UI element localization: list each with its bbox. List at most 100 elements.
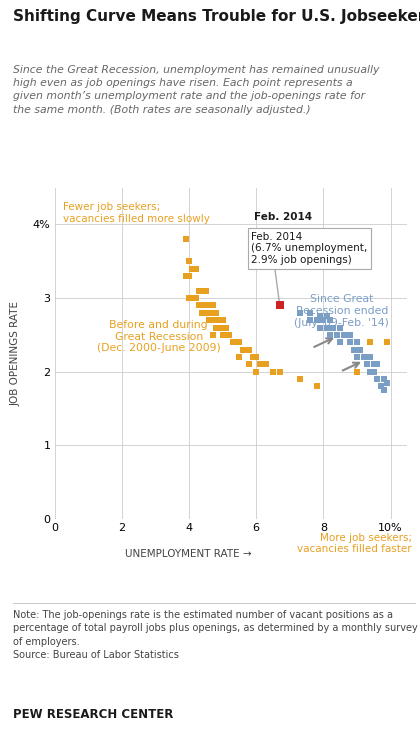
Point [276, 366, 283, 378]
Point [253, 366, 260, 378]
Point [276, 300, 283, 311]
Point [256, 358, 263, 370]
Point [364, 358, 370, 370]
Point [381, 373, 387, 385]
Point [327, 329, 333, 341]
Text: Before and during
Great Recession
(Dec. 2000-June 2009): Before and during Great Recession (Dec. … [97, 320, 221, 353]
Point [384, 336, 391, 348]
Point [377, 381, 384, 392]
Point [307, 314, 313, 326]
Point [367, 351, 374, 363]
Point [196, 300, 202, 311]
Point [223, 322, 229, 333]
Text: Fewer job seekers;
vacancies filled more slowly: Fewer job seekers; vacancies filled more… [63, 202, 210, 224]
Point [186, 255, 192, 267]
Point [367, 336, 374, 348]
Point [216, 322, 223, 333]
Point [216, 314, 223, 326]
Point [213, 322, 219, 333]
Point [297, 307, 303, 319]
Point [370, 358, 377, 370]
Point [219, 329, 226, 341]
Point [354, 336, 360, 348]
Point [202, 285, 209, 297]
Point [189, 292, 196, 304]
Point [381, 384, 387, 396]
Text: JOB OPENINGS RATE: JOB OPENINGS RATE [11, 301, 21, 406]
Point [347, 329, 354, 341]
Text: PEW RESEARCH CENTER: PEW RESEARCH CENTER [13, 708, 173, 721]
Point [182, 233, 189, 245]
Point [367, 366, 374, 378]
Point [236, 336, 243, 348]
Point [374, 358, 381, 370]
Point [337, 322, 344, 333]
Point [233, 336, 239, 348]
Point [249, 351, 256, 363]
Point [213, 322, 219, 333]
Point [354, 366, 360, 378]
Point [209, 329, 216, 341]
Point [317, 311, 323, 322]
Point [199, 285, 206, 297]
Point [196, 285, 202, 297]
Point [219, 322, 226, 333]
Point [192, 263, 199, 275]
Point [216, 314, 223, 326]
Point [199, 307, 206, 319]
Point [323, 322, 330, 333]
Point [360, 351, 367, 363]
Point [340, 329, 347, 341]
Point [182, 270, 189, 282]
Point [357, 344, 364, 355]
Point [384, 377, 391, 389]
Point [347, 336, 354, 348]
Point [333, 329, 340, 341]
Point [186, 270, 192, 282]
Point [323, 311, 330, 322]
Point [263, 358, 270, 370]
Point [243, 344, 249, 355]
Text: Note: The job-openings rate is the estimated number of vacant positions as a
per: Note: The job-openings rate is the estim… [13, 610, 417, 659]
Point [186, 292, 192, 304]
Point [202, 300, 209, 311]
Point [213, 314, 219, 326]
Point [209, 300, 216, 311]
Point [317, 322, 323, 333]
Point [374, 373, 381, 385]
Point [246, 358, 253, 370]
Text: Feb. 2014
(6.7% unemployment,
2.9% job openings): Feb. 2014 (6.7% unemployment, 2.9% job o… [251, 232, 368, 265]
Point [236, 351, 243, 363]
Point [192, 292, 199, 304]
Text: More job seekers;
vacancies filled faster: More job seekers; vacancies filled faste… [297, 533, 412, 554]
Text: Feb. 2014: Feb. 2014 [254, 212, 312, 222]
Point [313, 314, 320, 326]
Text: Since Great
Recession ended
(July '09-Feb. '14): Since Great Recession ended (July '09-Fe… [294, 294, 389, 328]
Point [209, 307, 216, 319]
Point [206, 314, 213, 326]
Text: Shifting Curve Means Trouble for U.S. Jobseekers: Shifting Curve Means Trouble for U.S. Jo… [13, 9, 420, 24]
Point [219, 314, 226, 326]
Point [270, 366, 276, 378]
Text: Since the Great Recession, unemployment has remained unusually
high even as job : Since the Great Recession, unemployment … [13, 65, 379, 115]
Point [320, 314, 327, 326]
Point [253, 351, 260, 363]
Point [246, 344, 253, 355]
Point [307, 307, 313, 319]
Text: UNEMPLOYMENT RATE →: UNEMPLOYMENT RATE → [125, 549, 252, 559]
Point [202, 307, 209, 319]
Point [327, 314, 333, 326]
Point [297, 373, 303, 385]
Point [260, 358, 266, 370]
Point [223, 329, 229, 341]
Point [337, 336, 344, 348]
Point [354, 351, 360, 363]
Point [330, 322, 337, 333]
Point [313, 381, 320, 392]
Point [209, 314, 216, 326]
Point [206, 307, 213, 319]
Point [226, 329, 233, 341]
Point [206, 300, 213, 311]
Point [370, 366, 377, 378]
Point [229, 336, 236, 348]
